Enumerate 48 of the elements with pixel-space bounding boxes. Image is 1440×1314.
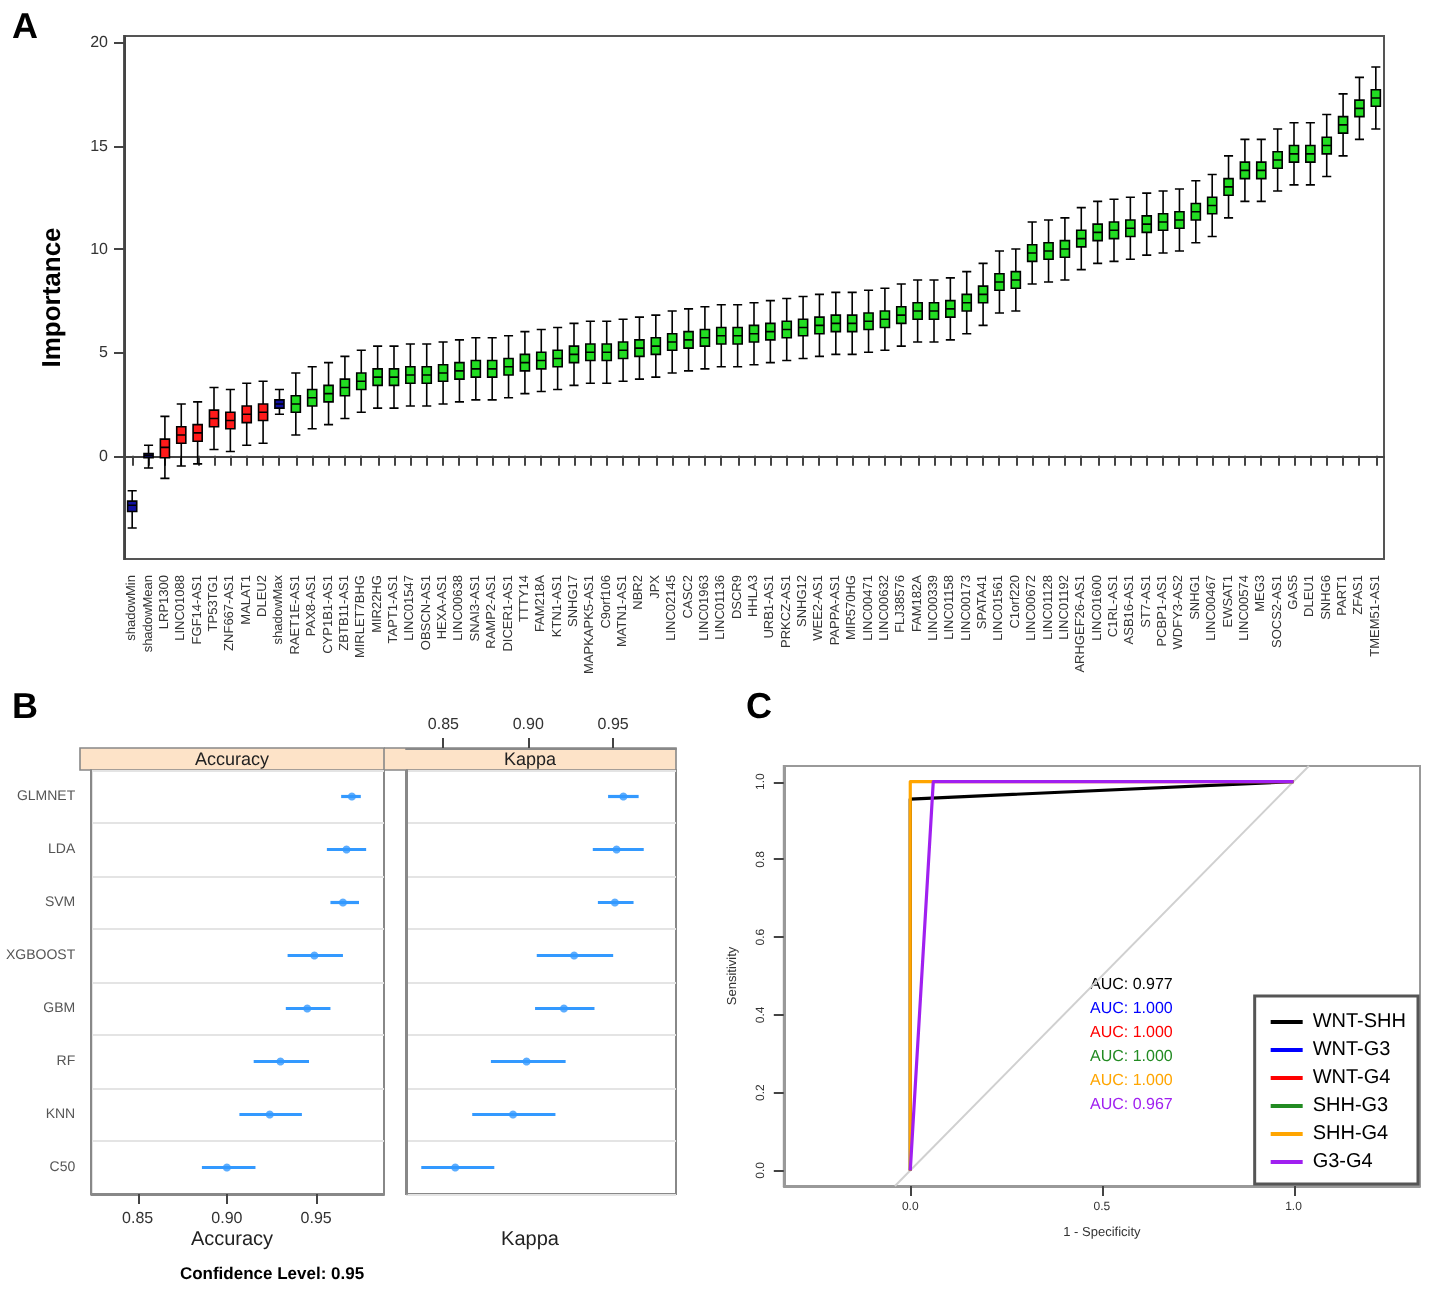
y-tick-label: 10 bbox=[90, 239, 110, 258]
y-tick-label: 15 bbox=[90, 136, 110, 155]
annotation: AUC: 1.000 bbox=[1090, 1023, 1174, 1041]
text: Confidence Level: 0.95 bbox=[179, 1263, 365, 1283]
y-axis-title: Importance bbox=[36, 227, 66, 368]
chart-title: Kappa bbox=[503, 749, 557, 769]
x-tick-label: 0.90 bbox=[211, 1209, 244, 1227]
annotation: AUC: 1.000 bbox=[1090, 999, 1174, 1017]
point bbox=[222, 1163, 231, 1172]
y-tick-label: 5 bbox=[99, 343, 110, 362]
text: C bbox=[746, 686, 772, 726]
point bbox=[570, 951, 579, 960]
annotation: AUC: 0.977 bbox=[1090, 975, 1174, 993]
x-axis-title: Kappa bbox=[501, 1229, 560, 1251]
annotation: AUC: 1.000 bbox=[1090, 1071, 1174, 1089]
x2-tick-label: 0.95 bbox=[597, 715, 630, 733]
point bbox=[559, 1004, 568, 1013]
point bbox=[451, 1163, 460, 1172]
annotation: AUC: 0.967 bbox=[1090, 1095, 1174, 1113]
point bbox=[265, 1110, 274, 1119]
legend-label: WNT-G4 bbox=[1312, 1067, 1392, 1089]
point bbox=[342, 845, 351, 854]
point bbox=[347, 792, 356, 801]
point bbox=[276, 1057, 285, 1066]
x-tick-label: 0.95 bbox=[300, 1209, 333, 1227]
annotation: AUC: 1.000 bbox=[1090, 1047, 1174, 1065]
legend-label: WNT-SHH bbox=[1312, 1011, 1407, 1033]
x2-tick-label: 0.85 bbox=[427, 715, 461, 733]
legend-label: SHH-G4 bbox=[1312, 1123, 1390, 1145]
point bbox=[522, 1057, 531, 1066]
legend-label: WNT-G3 bbox=[1312, 1039, 1392, 1061]
x2-tick-label: 0.90 bbox=[512, 715, 545, 733]
point bbox=[508, 1110, 517, 1119]
point bbox=[612, 845, 621, 854]
legend-label: G3-G4 bbox=[1312, 1151, 1374, 1173]
x-tick-label: 0.85 bbox=[122, 1209, 155, 1227]
point bbox=[610, 898, 619, 907]
chart-title: Accuracy bbox=[194, 749, 271, 769]
y-tick-label: 20 bbox=[90, 33, 110, 52]
text: B bbox=[12, 686, 38, 726]
legend-label: SHH-G3 bbox=[1312, 1095, 1390, 1117]
point bbox=[303, 1004, 312, 1013]
text: A bbox=[12, 6, 38, 46]
point bbox=[619, 792, 628, 801]
point bbox=[338, 898, 347, 907]
point bbox=[310, 951, 319, 960]
y-tick-label: 0 bbox=[99, 446, 110, 465]
x-axis-title: Accuracy bbox=[190, 1229, 274, 1251]
